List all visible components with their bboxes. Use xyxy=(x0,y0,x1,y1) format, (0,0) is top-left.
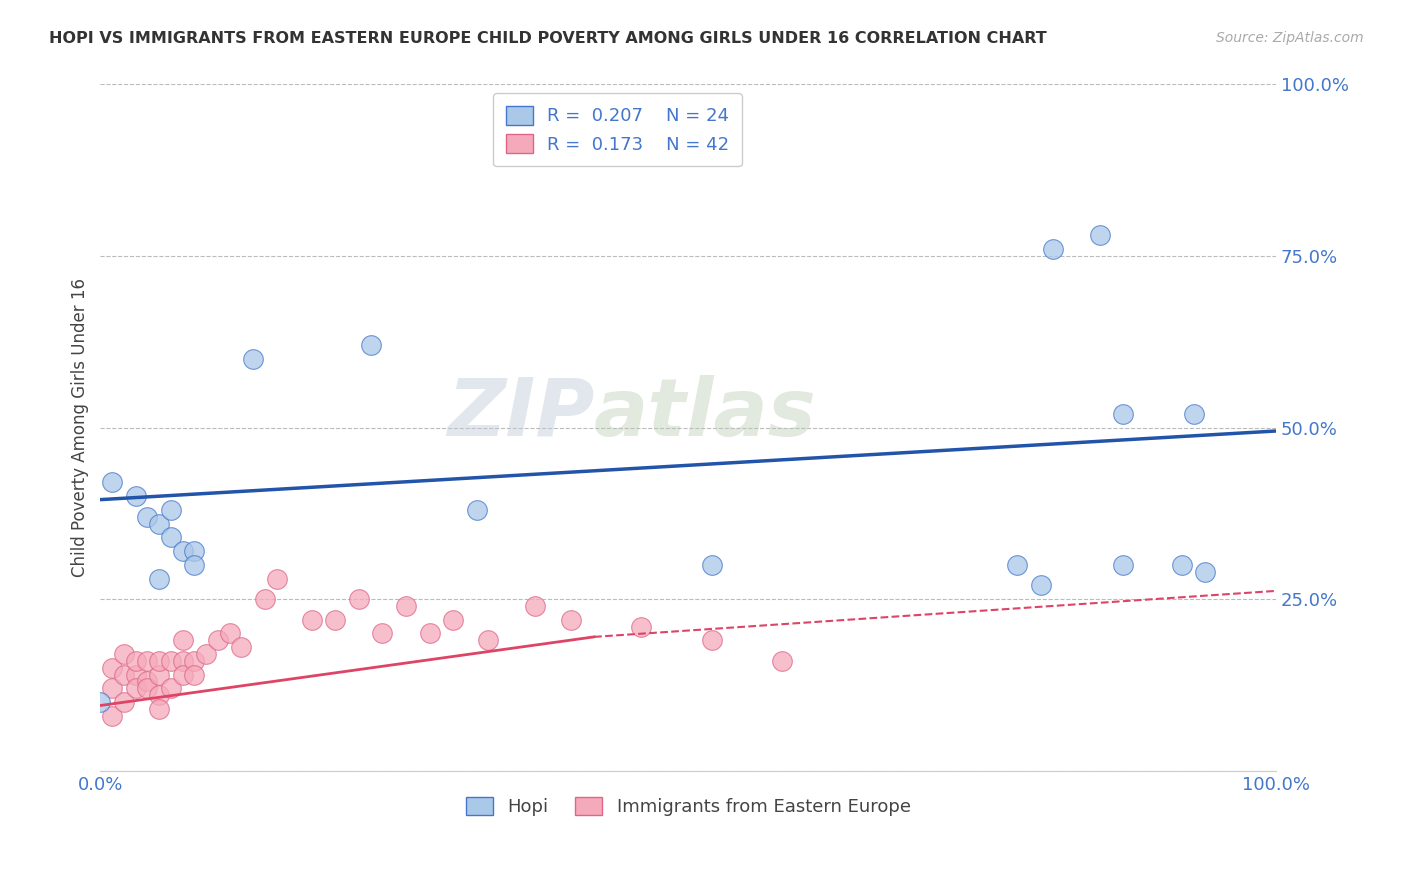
Point xyxy=(477,633,499,648)
Point xyxy=(360,338,382,352)
Point xyxy=(183,654,205,668)
Point xyxy=(1171,558,1194,572)
Point xyxy=(418,626,440,640)
Point xyxy=(1112,558,1135,572)
Point xyxy=(136,654,159,668)
Point xyxy=(160,654,183,668)
Point xyxy=(160,503,183,517)
Point xyxy=(101,475,124,490)
Point xyxy=(172,667,194,681)
Point xyxy=(124,667,146,681)
Point xyxy=(465,503,488,517)
Point xyxy=(148,654,170,668)
Point xyxy=(371,626,394,640)
Point xyxy=(1042,242,1064,256)
Point xyxy=(325,613,347,627)
Point xyxy=(124,654,146,668)
Point xyxy=(347,592,370,607)
Point xyxy=(101,708,124,723)
Point xyxy=(253,592,276,607)
Point xyxy=(195,647,218,661)
Point xyxy=(136,674,159,689)
Point xyxy=(770,654,793,668)
Point xyxy=(1112,407,1135,421)
Point xyxy=(148,572,170,586)
Point xyxy=(242,351,264,366)
Point xyxy=(172,544,194,558)
Point xyxy=(112,647,135,661)
Point xyxy=(441,613,464,627)
Point xyxy=(160,530,183,544)
Text: Source: ZipAtlas.com: Source: ZipAtlas.com xyxy=(1216,31,1364,45)
Point xyxy=(148,516,170,531)
Point xyxy=(183,544,205,558)
Point xyxy=(112,695,135,709)
Point xyxy=(172,633,194,648)
Text: HOPI VS IMMIGRANTS FROM EASTERN EUROPE CHILD POVERTY AMONG GIRLS UNDER 16 CORREL: HOPI VS IMMIGRANTS FROM EASTERN EUROPE C… xyxy=(49,31,1047,46)
Point xyxy=(148,688,170,702)
Point xyxy=(148,667,170,681)
Y-axis label: Child Poverty Among Girls Under 16: Child Poverty Among Girls Under 16 xyxy=(72,278,89,577)
Point xyxy=(301,613,323,627)
Point xyxy=(560,613,582,627)
Point xyxy=(700,558,723,572)
Point xyxy=(172,654,194,668)
Point xyxy=(1029,578,1052,592)
Point xyxy=(124,681,146,696)
Point xyxy=(183,558,205,572)
Text: atlas: atlas xyxy=(595,375,817,453)
Point xyxy=(1194,565,1216,579)
Point xyxy=(1182,407,1205,421)
Point xyxy=(1007,558,1029,572)
Point xyxy=(266,572,288,586)
Point xyxy=(112,667,135,681)
Point xyxy=(700,633,723,648)
Point xyxy=(136,509,159,524)
Point xyxy=(231,640,253,655)
Point xyxy=(395,599,418,613)
Point xyxy=(218,626,240,640)
Point xyxy=(207,633,229,648)
Point xyxy=(101,681,124,696)
Point xyxy=(1088,228,1111,243)
Text: ZIP: ZIP xyxy=(447,375,595,453)
Point xyxy=(89,695,111,709)
Legend: Hopi, Immigrants from Eastern Europe: Hopi, Immigrants from Eastern Europe xyxy=(458,789,918,823)
Point xyxy=(183,667,205,681)
Point xyxy=(524,599,547,613)
Point xyxy=(148,702,170,716)
Point xyxy=(124,489,146,503)
Point xyxy=(136,681,159,696)
Point xyxy=(160,681,183,696)
Point xyxy=(101,661,124,675)
Point xyxy=(630,619,652,633)
